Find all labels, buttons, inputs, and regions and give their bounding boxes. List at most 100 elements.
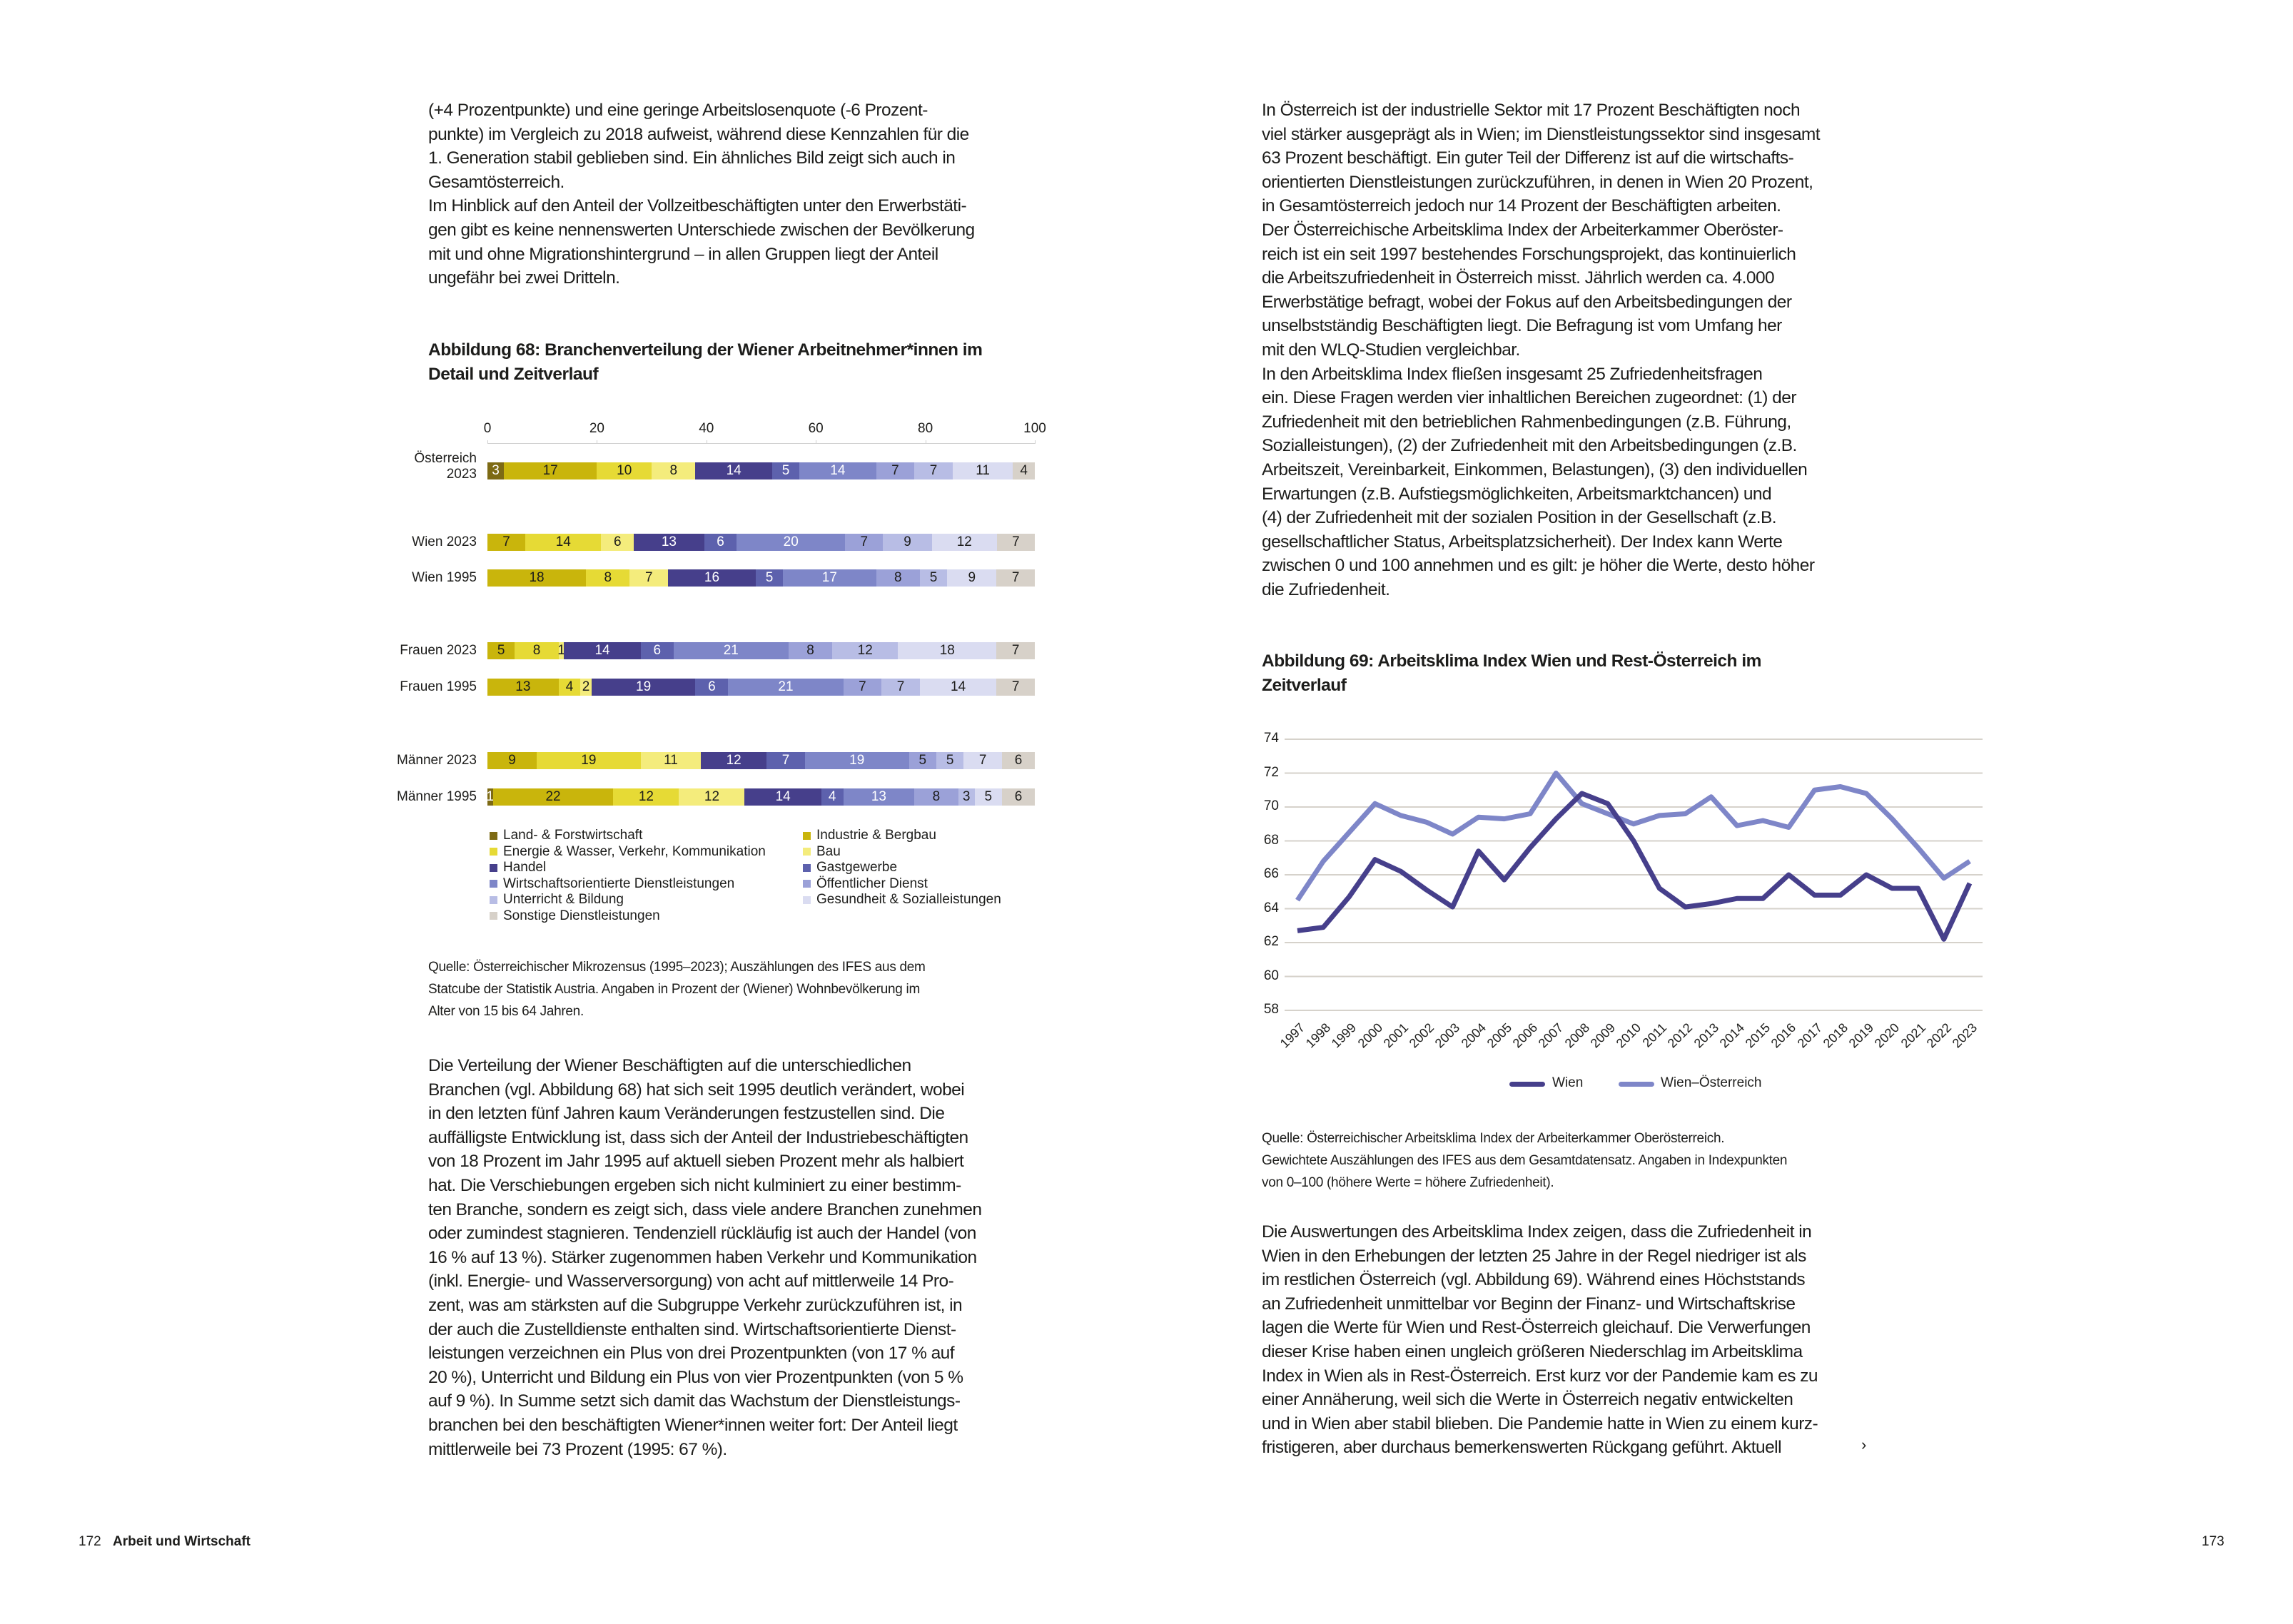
text-line: punkte) im Vergleich zu 2018 aufweist, w… (428, 124, 969, 144)
figure-69-source: Quelle: Österreichischer Arbeitsklima In… (1262, 1127, 1788, 1194)
text-line: Quelle: Österreichischer Arbeitsklima In… (1262, 1131, 1725, 1146)
bar-segment: 9 (487, 752, 537, 769)
bar-segment: 14 (525, 534, 602, 551)
bar-segment: 21 (728, 679, 844, 696)
right-body-paragraph: Die Auswertungen des Arbeitsklima Index … (1262, 1220, 1818, 1460)
bar-segment: 11 (952, 462, 1013, 479)
bar-segment: 14 (799, 462, 876, 479)
legend-label: Bau (816, 843, 841, 859)
row-label: Männer 2023 (397, 753, 477, 768)
bar-value-label: 8 (669, 463, 678, 478)
left-intro-paragraph: (+4 Prozentpunkte) und eine geringe Arbe… (428, 98, 975, 290)
row-label-line: Frauen 1995 (400, 679, 477, 694)
bar-value-label: 5 (929, 570, 938, 585)
legend-swatch (803, 831, 811, 840)
bar-segment: 19 (537, 752, 641, 769)
legend-item: Land- & Forstwirtschaft (490, 828, 642, 843)
bar-value-label: 6 (708, 679, 716, 694)
legend-label: Energie & Wasser, Verkehr, Kommunikation (503, 843, 766, 859)
bar-value-label: 8 (532, 643, 541, 658)
bar-segment: 7 (845, 534, 884, 551)
bar-segment: 10 (597, 462, 652, 479)
bar-value-label: 8 (604, 570, 612, 585)
series-line-wien-oesterreich (1295, 771, 1971, 902)
bar-value-label: 3 (492, 463, 500, 478)
bar-value-label: 7 (502, 534, 510, 549)
bar-value-label: 7 (860, 534, 869, 549)
bar-segment: 20 (737, 534, 846, 551)
y-tick-label: 72 (1263, 764, 1279, 780)
text-line: Wien in den Erhebungen der letzten 25 Ja… (1262, 1246, 1806, 1266)
row-label-line: Wien 1995 (412, 570, 477, 585)
legend-label: Gesundheit & Sozialleistungen (816, 892, 1001, 907)
row-label: Frauen 1995 (400, 679, 477, 695)
legend-swatch (490, 831, 497, 840)
text-line: 20 %), Unterricht und Bildung ein Plus v… (428, 1367, 963, 1387)
legend-item: Öffentlicher Dienst (803, 876, 928, 892)
text-line: gesellschaftlicher Status, Arbeitsplatzs… (1262, 532, 1783, 552)
bar-value-label: 10 (617, 463, 632, 478)
bar-segment: 5 (974, 788, 1002, 806)
text-line: (4) der Zufriedenheit mit der sozialen P… (1262, 508, 1777, 528)
legend-label: Land- & Forstwirtschaft (503, 828, 643, 843)
y-tick-label: 66 (1263, 866, 1279, 881)
text-line: 63 Prozent beschäftigt. Ein guter Teil d… (1262, 148, 1794, 168)
bar-value-label: 12 (726, 753, 741, 768)
text-line: Erwerbstätige befragt, wobei der Fokus a… (1262, 292, 1792, 312)
bar-value-label: 7 (859, 679, 866, 694)
x-tick-label: 0 (483, 421, 492, 436)
bar-value-label: 6 (653, 643, 662, 658)
text-line: Abbildung 68: Branchenverteilung der Wie… (428, 340, 983, 360)
continue-chevron: › (1861, 1436, 1867, 1453)
bar-value-label: 3 (962, 789, 971, 804)
bar-value-label: 8 (932, 789, 941, 804)
section-title: Arbeit und Wirtschaft (113, 1534, 250, 1549)
legend-swatch (490, 895, 497, 904)
bar-value-label: 19 (581, 753, 597, 768)
text-line: oder zumindest stagnieren. Tendenziell r… (428, 1224, 976, 1244)
text-line: Abbildung 69: Arbeitsklima Index Wien un… (1262, 651, 1761, 671)
text-line: (+4 Prozentpunkte) und eine geringe Arbe… (428, 101, 928, 120)
legend-label: Unterricht & Bildung (503, 892, 624, 907)
bar-value-label: 18 (939, 643, 955, 658)
bar-segment: 17 (783, 569, 876, 587)
legend-label: Wien–Österreich (1661, 1075, 1762, 1090)
bar-segment: 5 (919, 569, 948, 587)
y-tick-label: 74 (1263, 731, 1279, 746)
text-line: gen gibt es keine nennenswerten Untersch… (428, 220, 975, 240)
legend-label: Wirtschaftsorientierte Dienstleistungen (503, 876, 735, 891)
text-line: Sozialleistungen), (2) der Zufriedenheit… (1262, 436, 1797, 456)
text-line: Zufriedenheit mit den betrieblichen Rahm… (1262, 412, 1791, 432)
legend-label: Industrie & Bergbau (816, 828, 936, 843)
legend-label: Handel (503, 860, 547, 875)
legend-swatch (490, 848, 497, 856)
bar-segment: 5 (487, 642, 515, 659)
bar-value-label: 5 (984, 789, 993, 804)
bar-segment: 6 (640, 642, 674, 659)
y-tick-label: 58 (1263, 1002, 1279, 1017)
text-line: zwischen 0 und 100 annehmen und es gilt:… (1262, 556, 1815, 576)
bar-value-label: 14 (951, 679, 966, 694)
x-tick-label: 40 (699, 421, 714, 436)
bar-value-label: 9 (508, 753, 516, 768)
bar-segment: 13 (487, 679, 559, 696)
row-label: Wien 2023 (412, 534, 477, 550)
bar-segment: 4 (1013, 462, 1035, 479)
text-line: die Arbeitszufriedenheit in Österreich m… (1262, 268, 1775, 288)
bar-segment: 2 (580, 679, 592, 696)
bar-segment: 7 (996, 569, 1035, 587)
text-line: Index in Wien als in Rest-Österreich. Er… (1262, 1366, 1818, 1386)
figure-68-title: Abbildung 68: Branchenverteilung der Wie… (428, 338, 983, 386)
bar-segment: 5 (755, 569, 784, 587)
x-tick-label: 60 (808, 421, 824, 436)
x-tick-label: 20 (589, 421, 604, 436)
y-tick-label: 60 (1263, 968, 1279, 983)
text-line: mittlerweile bei 73 Prozent (1995: 67 %)… (428, 1439, 727, 1459)
text-line: Erwartungen (z.B. Aufstiegsmöglichkeiten… (1262, 484, 1772, 504)
bar-value-label: 7 (929, 463, 938, 478)
legend-swatch (490, 863, 497, 872)
text-line: mit den WLQ-Studien vergleichbar. (1262, 340, 1520, 360)
row-label-line: 2023 (446, 467, 477, 482)
bar-value-label: 5 (946, 753, 954, 768)
legend-swatch (490, 880, 497, 888)
